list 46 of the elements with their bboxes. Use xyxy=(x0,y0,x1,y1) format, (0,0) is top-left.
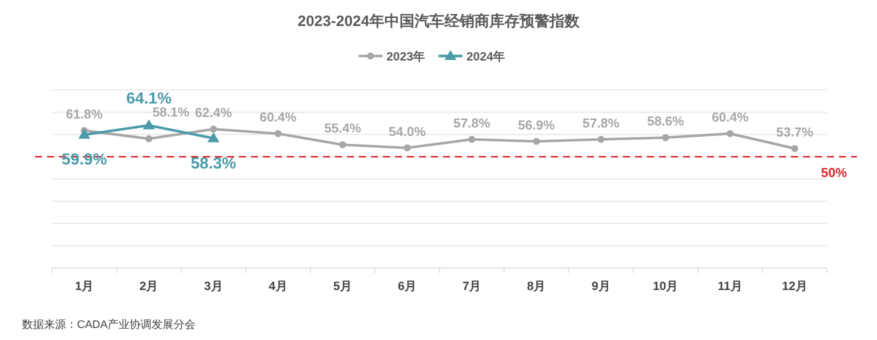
data-label: 58.1% xyxy=(152,104,190,120)
point xyxy=(791,145,798,152)
x-tick-label: 10月 xyxy=(652,279,678,293)
ref-line-label: 50% xyxy=(820,164,848,180)
data-label: 60.4% xyxy=(712,110,749,125)
legend-label: 2024年 xyxy=(466,50,506,64)
x-tick-label: 6月 xyxy=(398,279,417,293)
data-label: 54.0% xyxy=(388,124,426,139)
data-label: 59.9% xyxy=(62,152,107,169)
x-tick-label: 7月 xyxy=(462,279,482,293)
x-tick-label: 12月 xyxy=(782,279,808,293)
point xyxy=(78,128,90,139)
data-label: 58.6% xyxy=(647,114,684,129)
data-label: 62.4% xyxy=(195,105,232,120)
point xyxy=(142,119,155,130)
data-label: 55.4% xyxy=(324,120,362,136)
point xyxy=(662,134,670,142)
data-label: 60.4% xyxy=(260,110,297,125)
data-label: 61.8% xyxy=(66,106,104,122)
point xyxy=(145,135,152,142)
x-tick-label: 11月 xyxy=(718,279,742,293)
point xyxy=(404,144,411,152)
data-label: 58.3% xyxy=(190,155,236,172)
x-tick-label: 5月 xyxy=(333,279,352,293)
data-label: 57.8% xyxy=(453,115,491,130)
data-label: 57.8% xyxy=(582,115,620,130)
point xyxy=(207,132,220,142)
x-tick-label: 3月 xyxy=(204,279,223,293)
point xyxy=(726,130,734,138)
point xyxy=(274,130,282,138)
data-label: 53.7% xyxy=(776,124,814,140)
x-tick-label: 2月 xyxy=(140,279,158,293)
data-label: 56.9% xyxy=(518,117,556,132)
point xyxy=(597,136,604,143)
point xyxy=(468,136,476,143)
x-tick-label: 8月 xyxy=(527,279,546,293)
chart-title: 2023-2024年中国汽车经销商库存预警指数 xyxy=(298,12,580,30)
point xyxy=(339,141,346,148)
x-tick-label: 9月 xyxy=(592,279,610,293)
x-tick-label: 4月 xyxy=(268,279,288,293)
data-label: 64.1% xyxy=(126,90,172,108)
point xyxy=(532,138,540,145)
source-note: 数据来源：CADA产业协调发展分会 xyxy=(22,318,196,331)
x-tick-label: 1月 xyxy=(74,279,94,293)
legend-label: 2023年 xyxy=(386,50,426,64)
point xyxy=(210,126,217,133)
